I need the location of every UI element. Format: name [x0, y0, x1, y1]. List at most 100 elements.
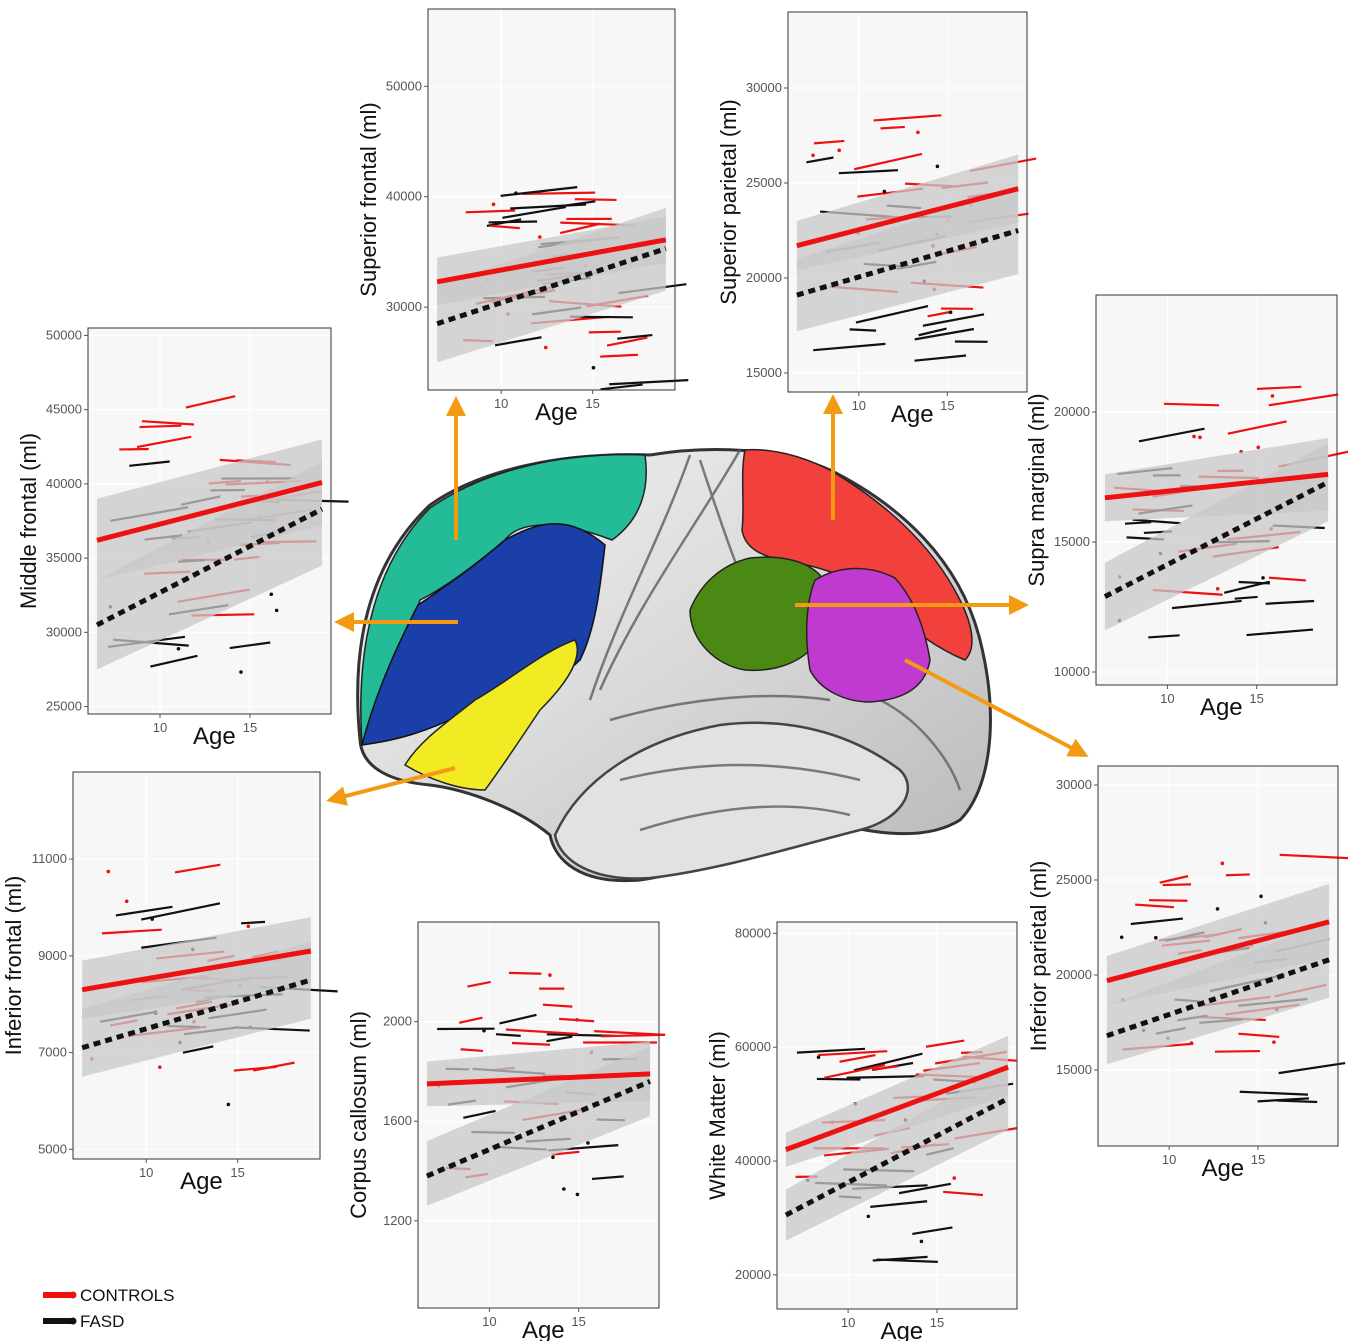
subject-trajectory — [141, 420, 195, 426]
subject-trajectory — [1148, 634, 1180, 639]
subject-trajectory — [1148, 899, 1188, 902]
subject-point — [551, 1155, 555, 1160]
subject-trajectory — [853, 1052, 923, 1072]
plot-frame — [87, 327, 332, 715]
legend-controls-label: CONTROLS — [80, 1286, 174, 1305]
subject-trajectory — [510, 203, 587, 210]
legend-fasd-label: FASD — [80, 1312, 124, 1331]
subject-trajectory — [559, 1017, 595, 1023]
plot-frame — [72, 771, 321, 1160]
y-tick-label: 25000 — [46, 699, 82, 714]
subject-trajectory — [914, 354, 967, 362]
subject-trajectory — [185, 395, 236, 409]
region-inferior-parietal — [805, 567, 931, 703]
subject-point — [586, 1141, 590, 1145]
subject-trajectory — [1268, 393, 1339, 407]
x-axis-label: Age — [535, 399, 578, 426]
y-tick-label: 50000 — [46, 327, 82, 342]
subject-point — [1215, 907, 1220, 911]
subject-trajectory — [508, 971, 542, 975]
subject-trajectory — [465, 209, 516, 214]
legend-controls-dot — [69, 1291, 77, 1299]
fasd-fit-line — [784, 1096, 1010, 1218]
subject-trajectory — [1138, 427, 1205, 443]
subject-point — [491, 202, 496, 207]
subject-trajectory — [813, 342, 886, 352]
x-axis-label: Age — [891, 401, 934, 428]
subject-trajectory — [500, 186, 578, 197]
controls-confidence-band — [785, 1035, 1009, 1167]
subject-trajectory — [925, 1039, 965, 1048]
subject-trajectory — [1257, 1097, 1310, 1103]
subject-trajectory — [460, 1048, 484, 1053]
legend: CONTROLS FASD — [43, 1286, 174, 1331]
subject-trajectory — [495, 1033, 521, 1037]
subject-point — [882, 189, 887, 194]
subject-trajectory — [617, 333, 653, 340]
subject-trajectory — [1130, 917, 1183, 926]
subject-trajectory — [601, 1033, 666, 1038]
y-tick-label: 30000 — [46, 624, 82, 639]
subject-point — [1119, 935, 1124, 940]
subject-trajectory — [241, 920, 266, 925]
subject-trajectory — [1268, 576, 1306, 582]
controls-fit-line — [796, 186, 1019, 249]
x-tick-label: 15 — [243, 720, 257, 735]
subject-point — [575, 1192, 580, 1197]
subject-trajectory — [141, 902, 221, 921]
subject-point — [811, 153, 815, 158]
subject-point — [562, 1187, 566, 1191]
y-tick-label: 20000 — [1056, 967, 1092, 982]
arrows — [326, 394, 1089, 806]
subject-trajectory — [574, 198, 617, 202]
y-axis-label: Supra marginal (ml) — [1024, 393, 1049, 586]
subject-point — [916, 130, 920, 135]
fasd-confidence-band — [97, 461, 322, 670]
subject-point — [548, 973, 552, 977]
subject-trajectory — [1135, 903, 1175, 909]
y-tick-label: 40000 — [46, 476, 82, 491]
subject-trajectory — [499, 1013, 537, 1025]
region-inferior-frontal — [403, 639, 578, 791]
subject-point — [106, 869, 111, 874]
subject-trajectory — [1214, 1049, 1261, 1053]
y-axis-label: Corpus callosum (ml) — [346, 1011, 371, 1219]
fasd-fit-line — [1103, 479, 1330, 599]
subject-trajectory — [505, 1028, 579, 1036]
subject-point — [1272, 1040, 1276, 1044]
temporal-lobe — [553, 721, 910, 880]
y-tick-label: 7000 — [38, 1045, 67, 1060]
y-tick-label: 25000 — [746, 175, 782, 190]
panel-inferior-parietal: 15000 20000 25000 30000 10 15 Age Inferior pari… — [1026, 765, 1348, 1182]
x-tick-label: 10 — [1162, 1152, 1176, 1167]
subject-trajectory — [546, 1035, 573, 1043]
panel-superior-frontal: 30000 40000 50000 10 15 Age Superior frontal (… — [356, 8, 689, 426]
y-axis-label: Inferior frontal (ml) — [1, 876, 26, 1056]
subject-trajectory — [1225, 873, 1250, 877]
panel-inferior-frontal: 5000 7000 9000 11000 10 15 Age Inferior frontal… — [1, 771, 338, 1195]
subject-point — [1259, 894, 1263, 899]
subject-trajectory — [914, 327, 975, 341]
subject-trajectory — [849, 328, 877, 332]
x-axis-label: Age — [522, 1317, 565, 1341]
fasd-confidence-band — [796, 186, 1019, 332]
subject-trajectory — [1132, 518, 1181, 525]
fasd-confidence-band — [785, 1064, 1009, 1241]
y-axis-label: Inferior parietal (ml) — [1026, 861, 1051, 1052]
subject-trajectory — [1227, 420, 1287, 435]
subject-trajectory — [806, 156, 834, 164]
x-axis-label: Age — [180, 1168, 223, 1195]
subject-point — [1256, 445, 1261, 450]
x-tick-label: 10 — [139, 1165, 153, 1180]
subject-point — [952, 1176, 957, 1180]
subject-point — [226, 1102, 231, 1107]
y-tick-label: 11000 — [32, 851, 67, 866]
y-tick-label: 1600 — [383, 1113, 412, 1128]
x-tick-label: 15 — [930, 1315, 944, 1330]
subject-trajectory — [101, 928, 162, 935]
plot-frame — [1097, 765, 1339, 1147]
fasd-fit-line — [425, 1079, 652, 1179]
subject-trajectory — [467, 980, 491, 988]
subject-trajectory — [139, 424, 182, 429]
